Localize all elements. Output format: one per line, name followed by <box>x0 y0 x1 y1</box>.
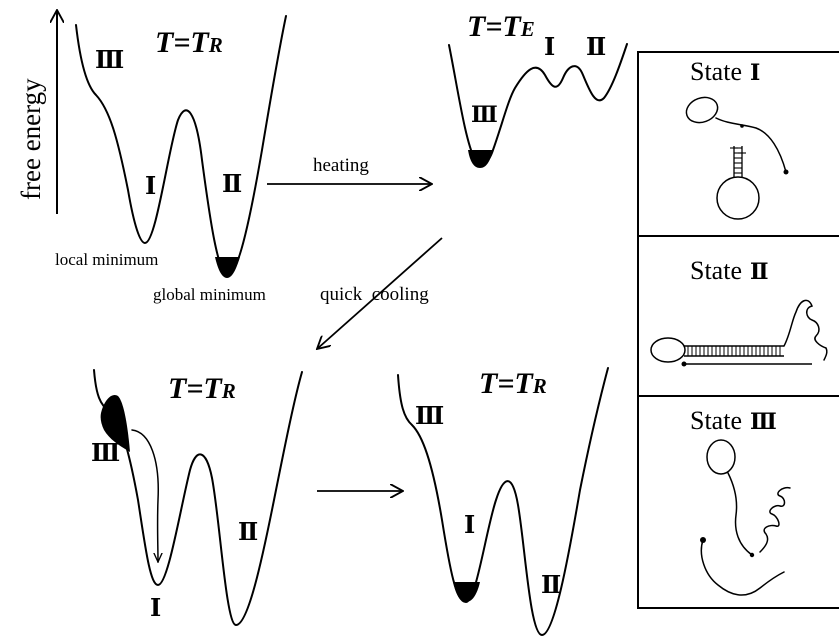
duplex-structure-drawing <box>650 299 828 367</box>
global-minimum-label: global minimum <box>153 285 266 304</box>
state-i-label: Ⅰ <box>464 513 475 539</box>
state-ii-label: Ⅱ <box>222 172 242 198</box>
state-i-label: Ⅰ <box>544 35 555 61</box>
state-i-label: Ⅰ <box>150 596 161 622</box>
settled-particle <box>453 582 480 602</box>
temperature-label: T=TE <box>467 10 535 43</box>
state-ii-label: Ⅱ <box>238 520 258 546</box>
state-i-panel: State Ⅰ <box>685 57 789 220</box>
state-i-label: Ⅰ <box>145 174 156 200</box>
heating-label: heating <box>313 155 369 176</box>
state-iii-panel: State Ⅲ <box>690 406 791 596</box>
state-legend-box: State Ⅰ State Ⅱ <box>637 51 839 609</box>
state-title: State Ⅲ <box>690 406 777 435</box>
local-minimum-label: local minimum <box>55 250 158 269</box>
state-iii-label: Ⅲ <box>415 404 444 430</box>
state-title: State Ⅱ <box>690 256 769 285</box>
panel-bottom-left: T=TR Ⅲ Ⅱ Ⅰ <box>91 369 303 626</box>
unfolded-structure-drawing <box>700 439 791 596</box>
state-iii-label: Ⅲ <box>91 441 120 467</box>
state-iii-label: Ⅲ <box>95 48 124 74</box>
trapped-particle <box>468 150 493 168</box>
heating-transition: heating <box>267 155 432 184</box>
quick-cooling-label: quick cooling <box>320 284 429 305</box>
hairpin-structure-drawing <box>685 96 789 220</box>
fall-path-arrow <box>131 429 158 562</box>
temperature-label: T=TR <box>168 372 236 405</box>
temperature-label: T=TR <box>155 26 223 59</box>
energy-curve <box>75 15 287 276</box>
free-energy-axis: free energy <box>16 10 57 214</box>
panel-top-left: T=TR Ⅲ Ⅰ Ⅱ local minimum global minimum <box>55 15 287 304</box>
global-minimum-particle <box>215 257 240 278</box>
state-title: State Ⅰ <box>690 57 760 86</box>
state-iii-label: Ⅲ <box>471 102 498 127</box>
panel-bottom-right: T=TR Ⅲ Ⅰ Ⅱ <box>397 367 609 636</box>
cooling-arrow <box>317 237 443 349</box>
quick-cooling-transition: quick cooling <box>317 237 443 349</box>
panel-top-right: T=TE Ⅰ Ⅱ Ⅲ <box>448 10 628 168</box>
axis-label: free energy <box>16 78 46 200</box>
state-ii-label: Ⅱ <box>541 573 561 599</box>
energy-curve <box>397 367 609 636</box>
legend-frame <box>637 51 839 609</box>
falling-particle <box>100 394 130 452</box>
state-ii-label: Ⅱ <box>586 35 606 61</box>
energy-curve <box>93 369 303 626</box>
temperature-label: T=TR <box>479 367 547 400</box>
state-ii-panel: State Ⅱ <box>650 256 828 367</box>
